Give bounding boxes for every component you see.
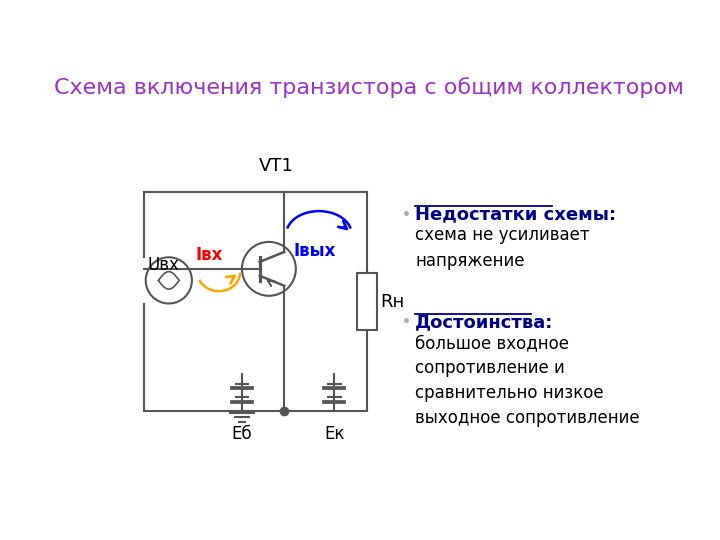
Text: Достоинства:: Достоинства: [415,313,554,330]
Text: Iвых: Iвых [294,242,336,260]
Text: Iвх: Iвх [195,246,222,264]
Text: VT1: VT1 [259,157,294,175]
Text: большое входное
сопротивление и
сравнительно низкое
выходное сопротивление: большое входное сопротивление и сравните… [415,334,640,427]
Text: Недостатки схемы:: Недостатки схемы: [415,205,616,223]
Text: Rн: Rн [381,293,405,310]
Bar [357,273,377,330]
Text: Схема включения транзистора с общим коллектором: Схема включения транзистора с общим колл… [54,77,684,98]
Text: Uвх: Uвх [148,256,179,274]
Text: Еб: Еб [232,425,252,443]
Text: Ек: Ек [324,425,345,443]
Text: схема не усиливает
напряжение: схема не усиливает напряжение [415,226,590,269]
